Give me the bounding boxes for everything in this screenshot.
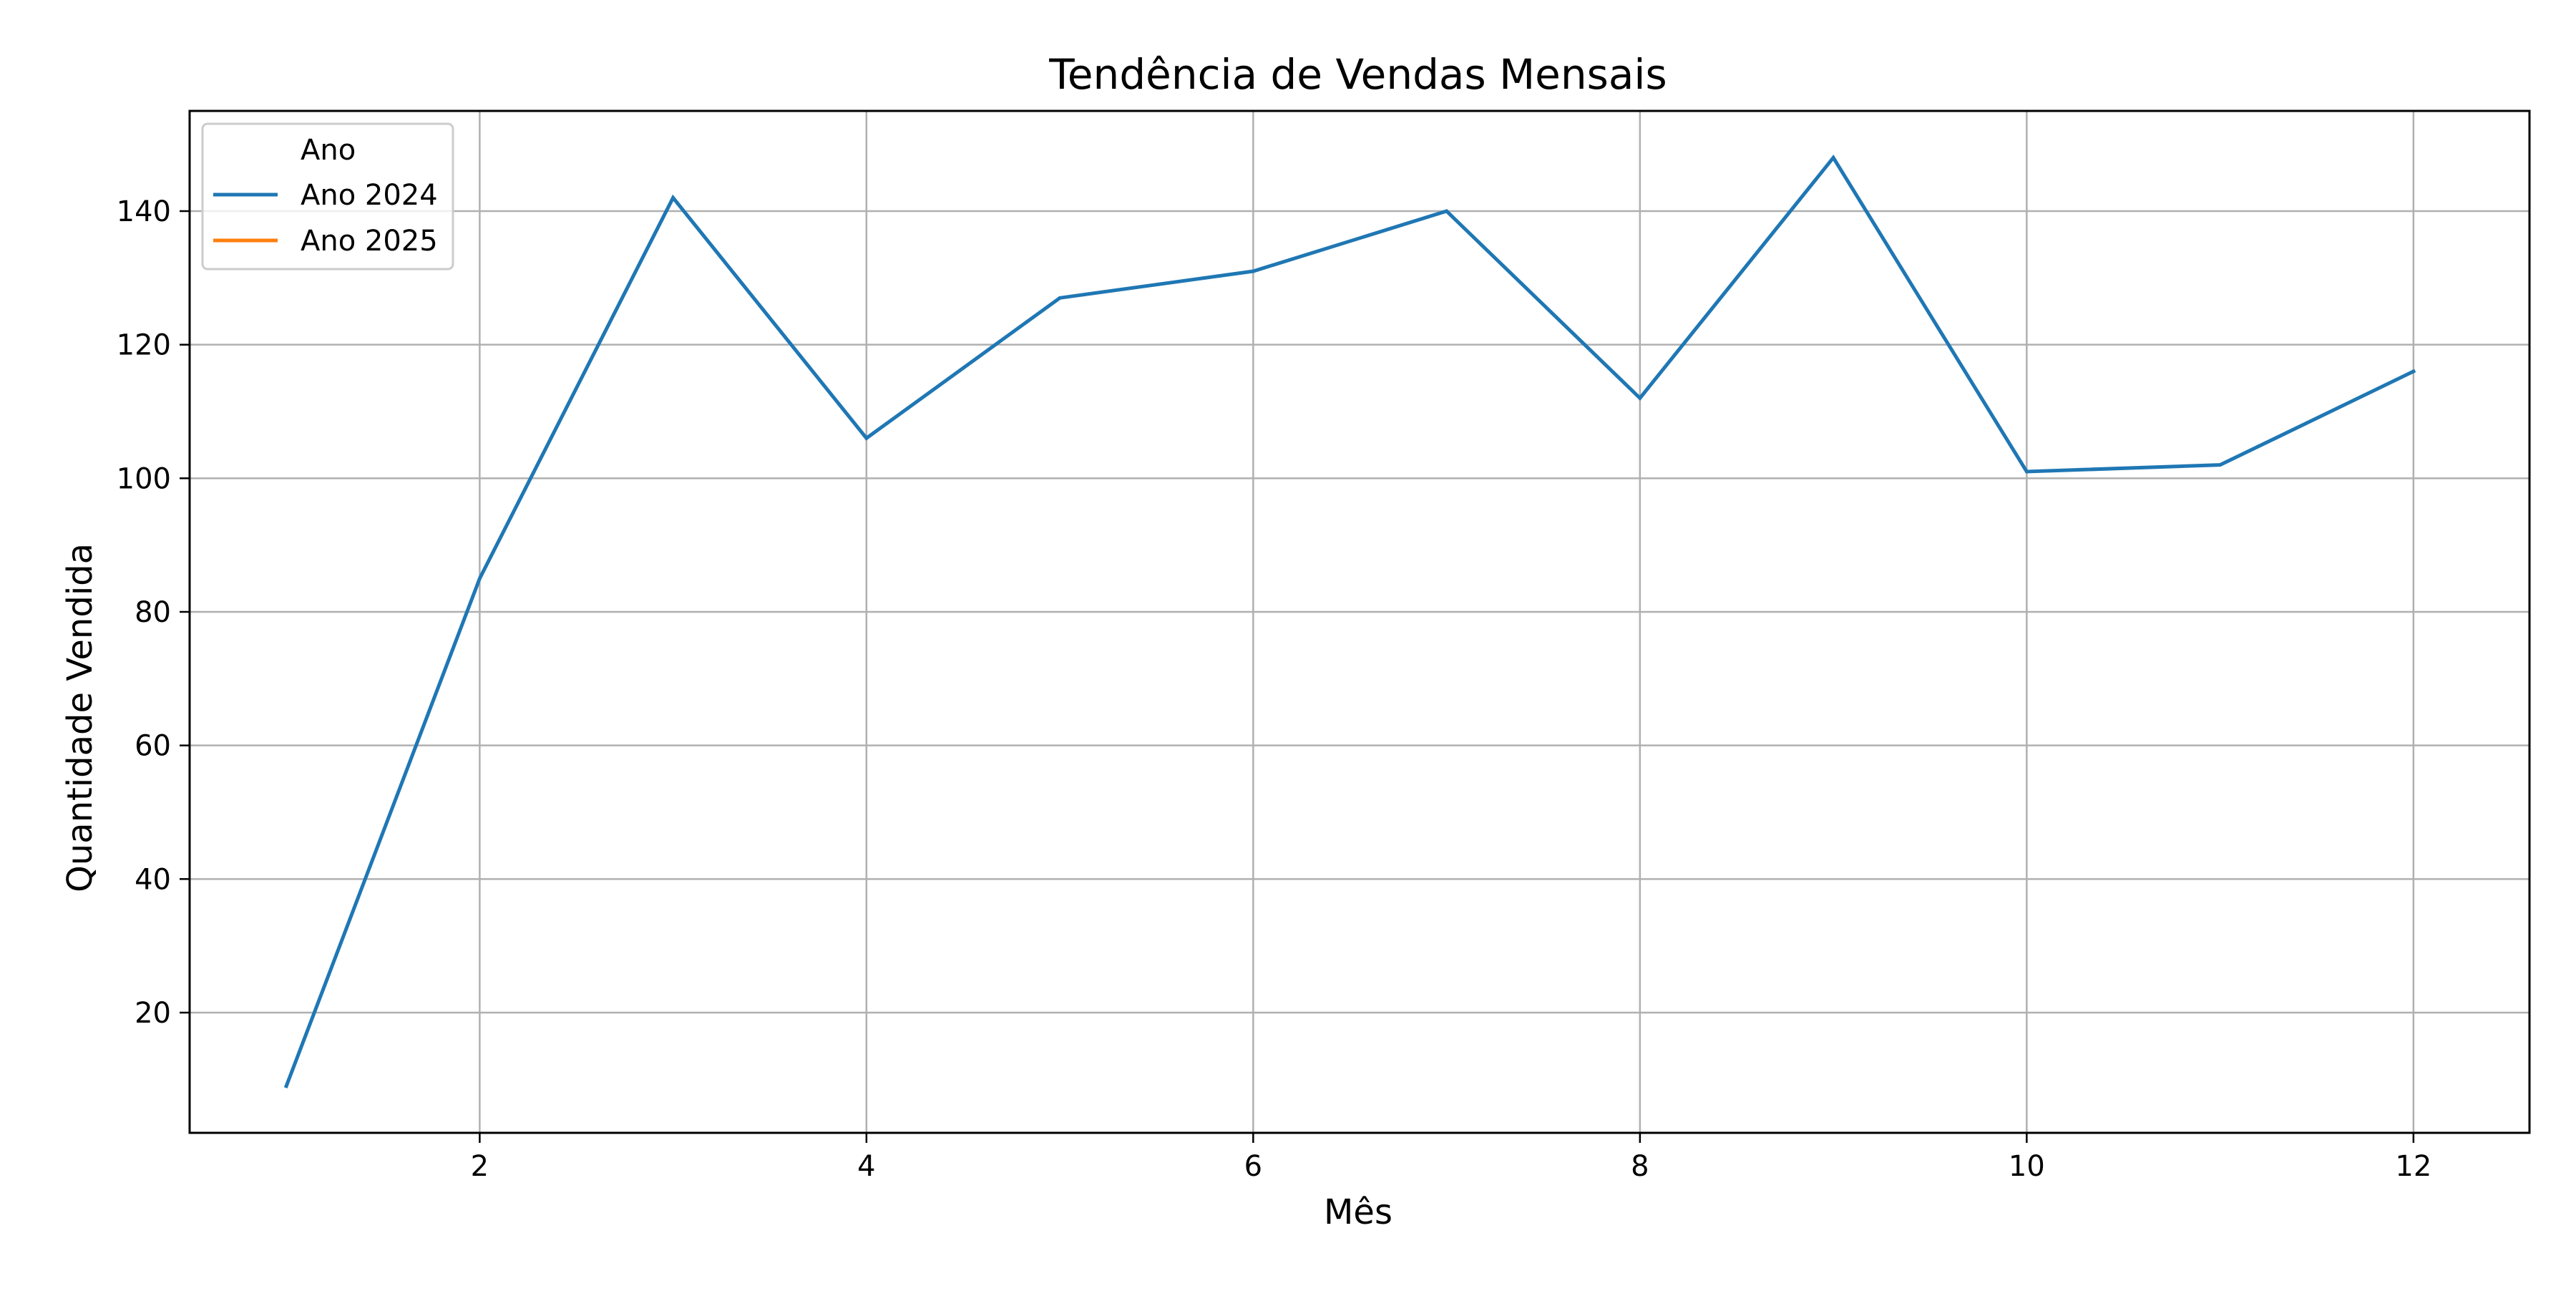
legend-box: [201, 122, 454, 271]
data-point-ano-2024: [1638, 396, 1642, 400]
legend: Ano Ano 2024 Ano 2025: [201, 122, 454, 271]
legend-label-ano-2025: Ano 2025: [301, 225, 438, 258]
y-tick-label: 20: [135, 997, 171, 1030]
x-axis-label: Mês: [1324, 1192, 1392, 1232]
x-tick-label: 6: [1244, 1150, 1262, 1183]
legend-title: Ano: [301, 134, 356, 167]
legend-label-ano-2024: Ano 2024: [301, 179, 438, 212]
data-point-ano-2024: [2024, 469, 2029, 474]
plot-frame: [188, 109, 2531, 1134]
series-layer: [283, 155, 2416, 1088]
y-tick-label: 40: [135, 863, 171, 896]
y-tick-label: 100: [117, 462, 171, 495]
data-point-ano-2024: [1251, 269, 1255, 273]
chart-title: Tendência de Vendas Mensais: [1048, 50, 1667, 99]
x-tick-label: 8: [1631, 1150, 1649, 1183]
y-tick-label: 140: [117, 195, 171, 228]
y-tick-label: 60: [135, 730, 171, 763]
grid-lines: [190, 111, 2529, 1133]
data-point-ano-2024: [2411, 369, 2416, 374]
legend-entry-ano-2024: Ano 2024: [213, 179, 438, 212]
data-point-ano-2024: [1445, 209, 1449, 213]
data-point-ano-2024: [477, 576, 482, 580]
x-tick-label: 10: [2009, 1150, 2045, 1183]
data-point-ano-2024: [1058, 296, 1062, 300]
x-tick-label: 4: [857, 1150, 875, 1183]
axis-ticks: 2 4 6 8 10 12 20 40 60 80 100 120 140: [117, 195, 2432, 1183]
legend-entry-ano-2025: Ano 2025: [213, 225, 438, 258]
x-tick-label: 2: [471, 1150, 489, 1183]
series-line-ano-2024: [283, 155, 2416, 1088]
x-tick-label: 12: [2395, 1150, 2431, 1183]
data-point-ano-2024: [284, 1084, 288, 1088]
data-point-ano-2024: [864, 436, 869, 440]
y-tick-label: 120: [117, 329, 171, 362]
y-tick-label: 80: [135, 596, 171, 629]
y-axis-label: Quantidade Vendida: [60, 543, 100, 892]
data-point-ano-2024: [1831, 155, 1835, 160]
data-point-ano-2024: [2218, 463, 2223, 467]
data-point-ano-2024: [671, 195, 675, 200]
